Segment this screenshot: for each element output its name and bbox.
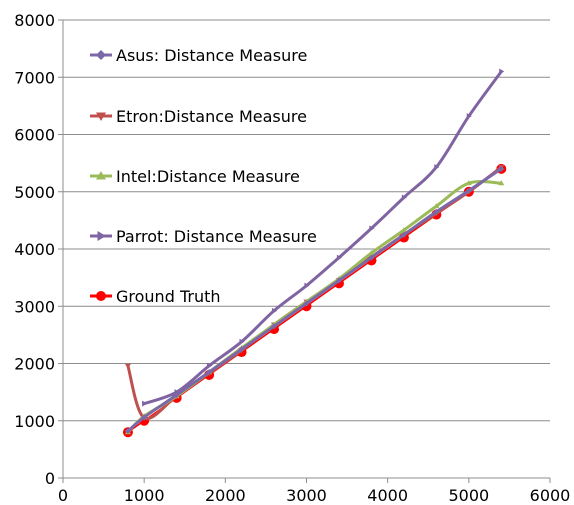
- data-point: [465, 187, 472, 194]
- x-tick-label: 6000: [530, 486, 571, 505]
- legend-marker: [96, 171, 106, 180]
- data-point: [174, 389, 180, 396]
- series-line: [142, 70, 503, 406]
- y-tick-label: 5000: [14, 183, 55, 202]
- series-line: [126, 179, 503, 434]
- data-point: [400, 227, 407, 233]
- data-point: [433, 203, 440, 209]
- data-point: [239, 338, 245, 345]
- series-intel-distance-measure: [124, 179, 505, 435]
- legend-item-asus-distance-measure: Asus: Distance Measure: [90, 46, 307, 65]
- y-tick-label: 3000: [14, 297, 55, 316]
- y-tick-label: 2000: [14, 355, 55, 374]
- data-point: [141, 414, 148, 421]
- y-tick-label: 4000: [14, 240, 55, 259]
- y-tick-label: 7000: [14, 68, 55, 87]
- data-point: [206, 369, 213, 376]
- legend-marker: [96, 291, 106, 301]
- data-point: [401, 194, 407, 201]
- data-point: [124, 363, 131, 369]
- legend-item-ground-truth: Ground Truth: [90, 287, 221, 306]
- gridlines: [63, 19, 550, 422]
- x-tick-label: 0: [58, 486, 68, 505]
- data-point: [433, 208, 440, 215]
- data-point: [368, 250, 375, 256]
- legend-label: Ground Truth: [116, 287, 221, 306]
- x-tick-label: 5000: [448, 486, 489, 505]
- legend-item-parrot-distance-measure: Parrot: Distance Measure: [90, 227, 317, 246]
- data-point: [335, 277, 342, 284]
- data-point: [498, 180, 505, 186]
- legend-label: Parrot: Distance Measure: [116, 227, 317, 246]
- data-point: [499, 68, 505, 75]
- legend-item-etron-distance-measure: Etron:Distance Measure: [90, 107, 307, 126]
- data-point: [271, 323, 278, 330]
- series-group: [122, 68, 507, 438]
- data-point: [124, 428, 131, 435]
- data-point: [207, 362, 213, 369]
- x-tick-label: 2000: [205, 486, 246, 505]
- legend-label: Intel:Distance Measure: [116, 167, 300, 186]
- data-point: [400, 231, 407, 238]
- data-point: [336, 254, 342, 261]
- data-point: [238, 346, 245, 353]
- legend-item-intel-distance-measure: Intel:Distance Measure: [90, 167, 300, 186]
- x-tick-label: 4000: [367, 486, 408, 505]
- data-point: [498, 165, 505, 172]
- y-tick-label: 1000: [14, 412, 55, 431]
- series-parrot-distance-measure: [142, 68, 505, 407]
- y-tick-label: 6000: [14, 126, 55, 145]
- x-tick-label: 1000: [124, 486, 165, 505]
- data-point: [304, 282, 310, 289]
- data-point: [303, 300, 310, 307]
- y-tick-label: 0: [45, 469, 55, 488]
- y-tick-label: 8000: [14, 11, 55, 30]
- tick-labels: 0 1000 2000 3000 4000 5000 6000 7000 8000 0 1000 20…: [14, 11, 570, 505]
- legend-label: Etron:Distance Measure: [116, 107, 307, 126]
- data-point: [271, 307, 278, 314]
- data-point: [142, 400, 148, 407]
- data-point: [466, 113, 472, 120]
- data-point: [434, 164, 440, 171]
- legend-marker: [96, 50, 106, 60]
- legend: Asus: Distance Measure Etron:Distance Mea…: [90, 46, 317, 306]
- data-point: [369, 225, 375, 232]
- data-point: [368, 254, 375, 261]
- data-point: [465, 180, 472, 186]
- legend-marker: [96, 112, 106, 121]
- legend-marker: [97, 231, 106, 241]
- x-tick-label: 3000: [286, 486, 327, 505]
- series-asus-distance-measure: [124, 165, 505, 435]
- legend-label: Asus: Distance Measure: [116, 46, 307, 65]
- axes: [58, 19, 551, 483]
